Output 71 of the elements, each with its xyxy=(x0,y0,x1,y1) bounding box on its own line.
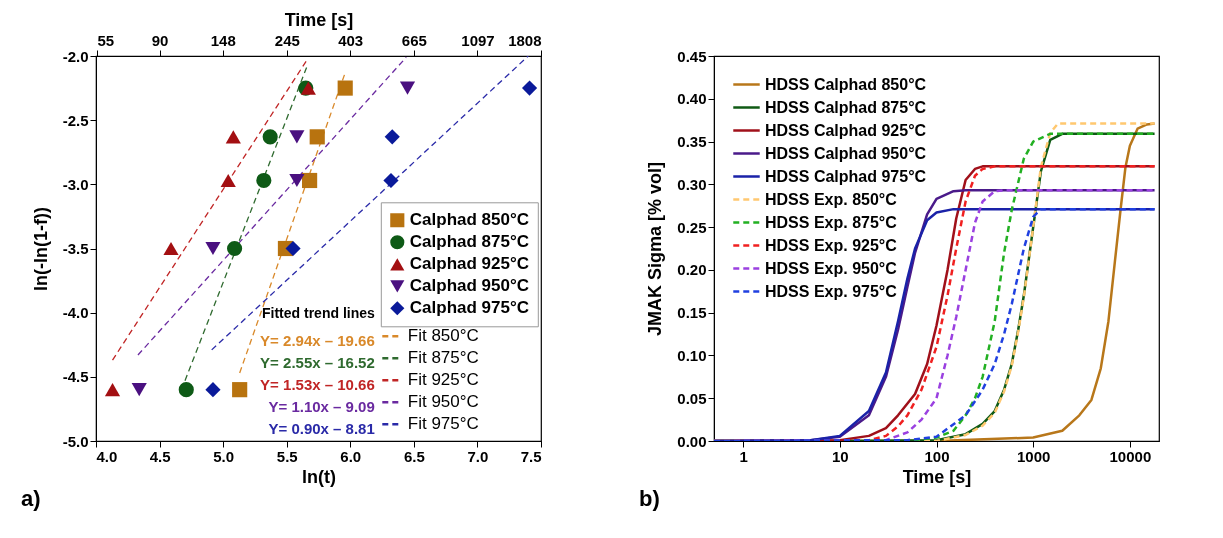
text: a) xyxy=(21,486,41,511)
y-tick-label: 0.45 xyxy=(677,47,707,65)
x-tick-label: 6.5 xyxy=(403,447,425,465)
y-axis-title: JMAK Sigma [% vol] xyxy=(645,161,666,337)
y-tick-label: 0.20 xyxy=(677,261,707,279)
y-tick-label: 0.35 xyxy=(677,133,707,151)
legend-label: HDSS Exp. 975°C xyxy=(765,282,898,300)
x2-tick-label: 403 xyxy=(338,31,364,49)
y-tick-label: 0.30 xyxy=(677,175,707,193)
legend-label: Fit 850°C xyxy=(407,326,479,346)
x-tick-label: 10000 xyxy=(1109,447,1152,465)
y-tick-label: 0.00 xyxy=(677,432,707,450)
y-tick-label: -3.0 xyxy=(62,175,89,193)
legend-label: HDSS Calphad 875°C xyxy=(765,98,927,116)
legend-label: HDSS Calphad 850°C xyxy=(765,75,927,93)
y-axis-title: ln(-ln(1-f)) xyxy=(30,207,51,291)
legend-label: Calphad 975°C xyxy=(409,298,530,318)
x-tick-label: 4.0 xyxy=(96,447,118,465)
x2-tick-label: 1097 xyxy=(461,31,495,49)
legend-label: HDSS Exp. 875°C xyxy=(765,213,898,231)
x2-tick-label: 245 xyxy=(274,31,300,49)
x2-axis-title: Time [s] xyxy=(284,9,354,30)
legend-label: HDSS Calphad 975°C xyxy=(765,167,927,185)
annotation: Y= 0.90x – 8.81 xyxy=(268,420,375,438)
legend-label: Calphad 875°C xyxy=(409,232,530,252)
y-tick-label: 0.10 xyxy=(677,346,707,364)
x2-tick-label: 55 xyxy=(97,31,115,49)
legend-label: Fit 975°C xyxy=(407,414,479,434)
x-tick-label: 6.0 xyxy=(340,447,362,465)
y-tick-label: -3.5 xyxy=(62,240,89,257)
text: b) xyxy=(639,486,660,511)
annotation: Y= 2.55x – 16.52 xyxy=(260,354,375,372)
annotation: Y= 1.53x – 10.66 xyxy=(260,376,375,394)
x-tick-label: 10 xyxy=(831,447,849,465)
y-tick-label: 0.40 xyxy=(677,90,707,108)
legend-label: Fit 925°C xyxy=(407,370,479,390)
x2-tick-label: 1808 xyxy=(508,31,542,49)
x2-tick-label: 148 xyxy=(210,31,236,49)
legend-label: Fit 950°C xyxy=(407,392,479,412)
legend-label: HDSS Exp. 925°C xyxy=(765,236,898,254)
y-tick-label: -4.5 xyxy=(62,368,89,386)
x-tick-label: 100 xyxy=(924,447,950,465)
x-tick-label: 7.0 xyxy=(467,447,489,465)
x-tick-label: 5.5 xyxy=(276,447,298,465)
legend-label: HDSS Calphad 925°C xyxy=(765,121,927,139)
y-tick-label: -5.0 xyxy=(62,432,89,450)
annotation: Y= 1.10x – 9.09 xyxy=(268,398,375,416)
annotation: Y= 2.94x – 19.66 xyxy=(260,332,375,350)
legend-label: HDSS Calphad 950°C xyxy=(765,144,927,162)
y-tick-label: 0.25 xyxy=(677,218,707,236)
x-tick-label: 1000 xyxy=(1017,447,1051,465)
annotation: Fitted trend lines xyxy=(262,305,375,322)
legend-label: Calphad 850°C xyxy=(409,210,530,230)
y-tick-label: -2.0 xyxy=(62,47,89,65)
x-tick-label: 4.5 xyxy=(149,447,171,465)
y-tick-label: 0.15 xyxy=(677,304,707,322)
y-tick-label: -2.5 xyxy=(62,111,89,129)
x-tick-label: 7.5 xyxy=(520,447,542,465)
x2-tick-label: 90 xyxy=(151,31,169,49)
legend-label: Calphad 925°C xyxy=(409,254,530,274)
x-tick-label: 5.0 xyxy=(213,447,235,465)
y-tick-label: -4.0 xyxy=(62,304,89,322)
legend-label: HDSS Exp. 950°C xyxy=(765,259,898,277)
x2-tick-label: 665 xyxy=(401,31,427,49)
y-tick-label: 0.05 xyxy=(677,389,707,407)
x-axis-title: Time [s] xyxy=(902,466,972,487)
legend-label: Calphad 950°C xyxy=(409,276,530,296)
x-tick-label: 1 xyxy=(739,447,748,465)
legend-label: Fit 875°C xyxy=(407,348,479,368)
x-axis-title: ln(t) xyxy=(302,466,336,487)
legend-label: HDSS Exp. 850°C xyxy=(765,190,898,208)
